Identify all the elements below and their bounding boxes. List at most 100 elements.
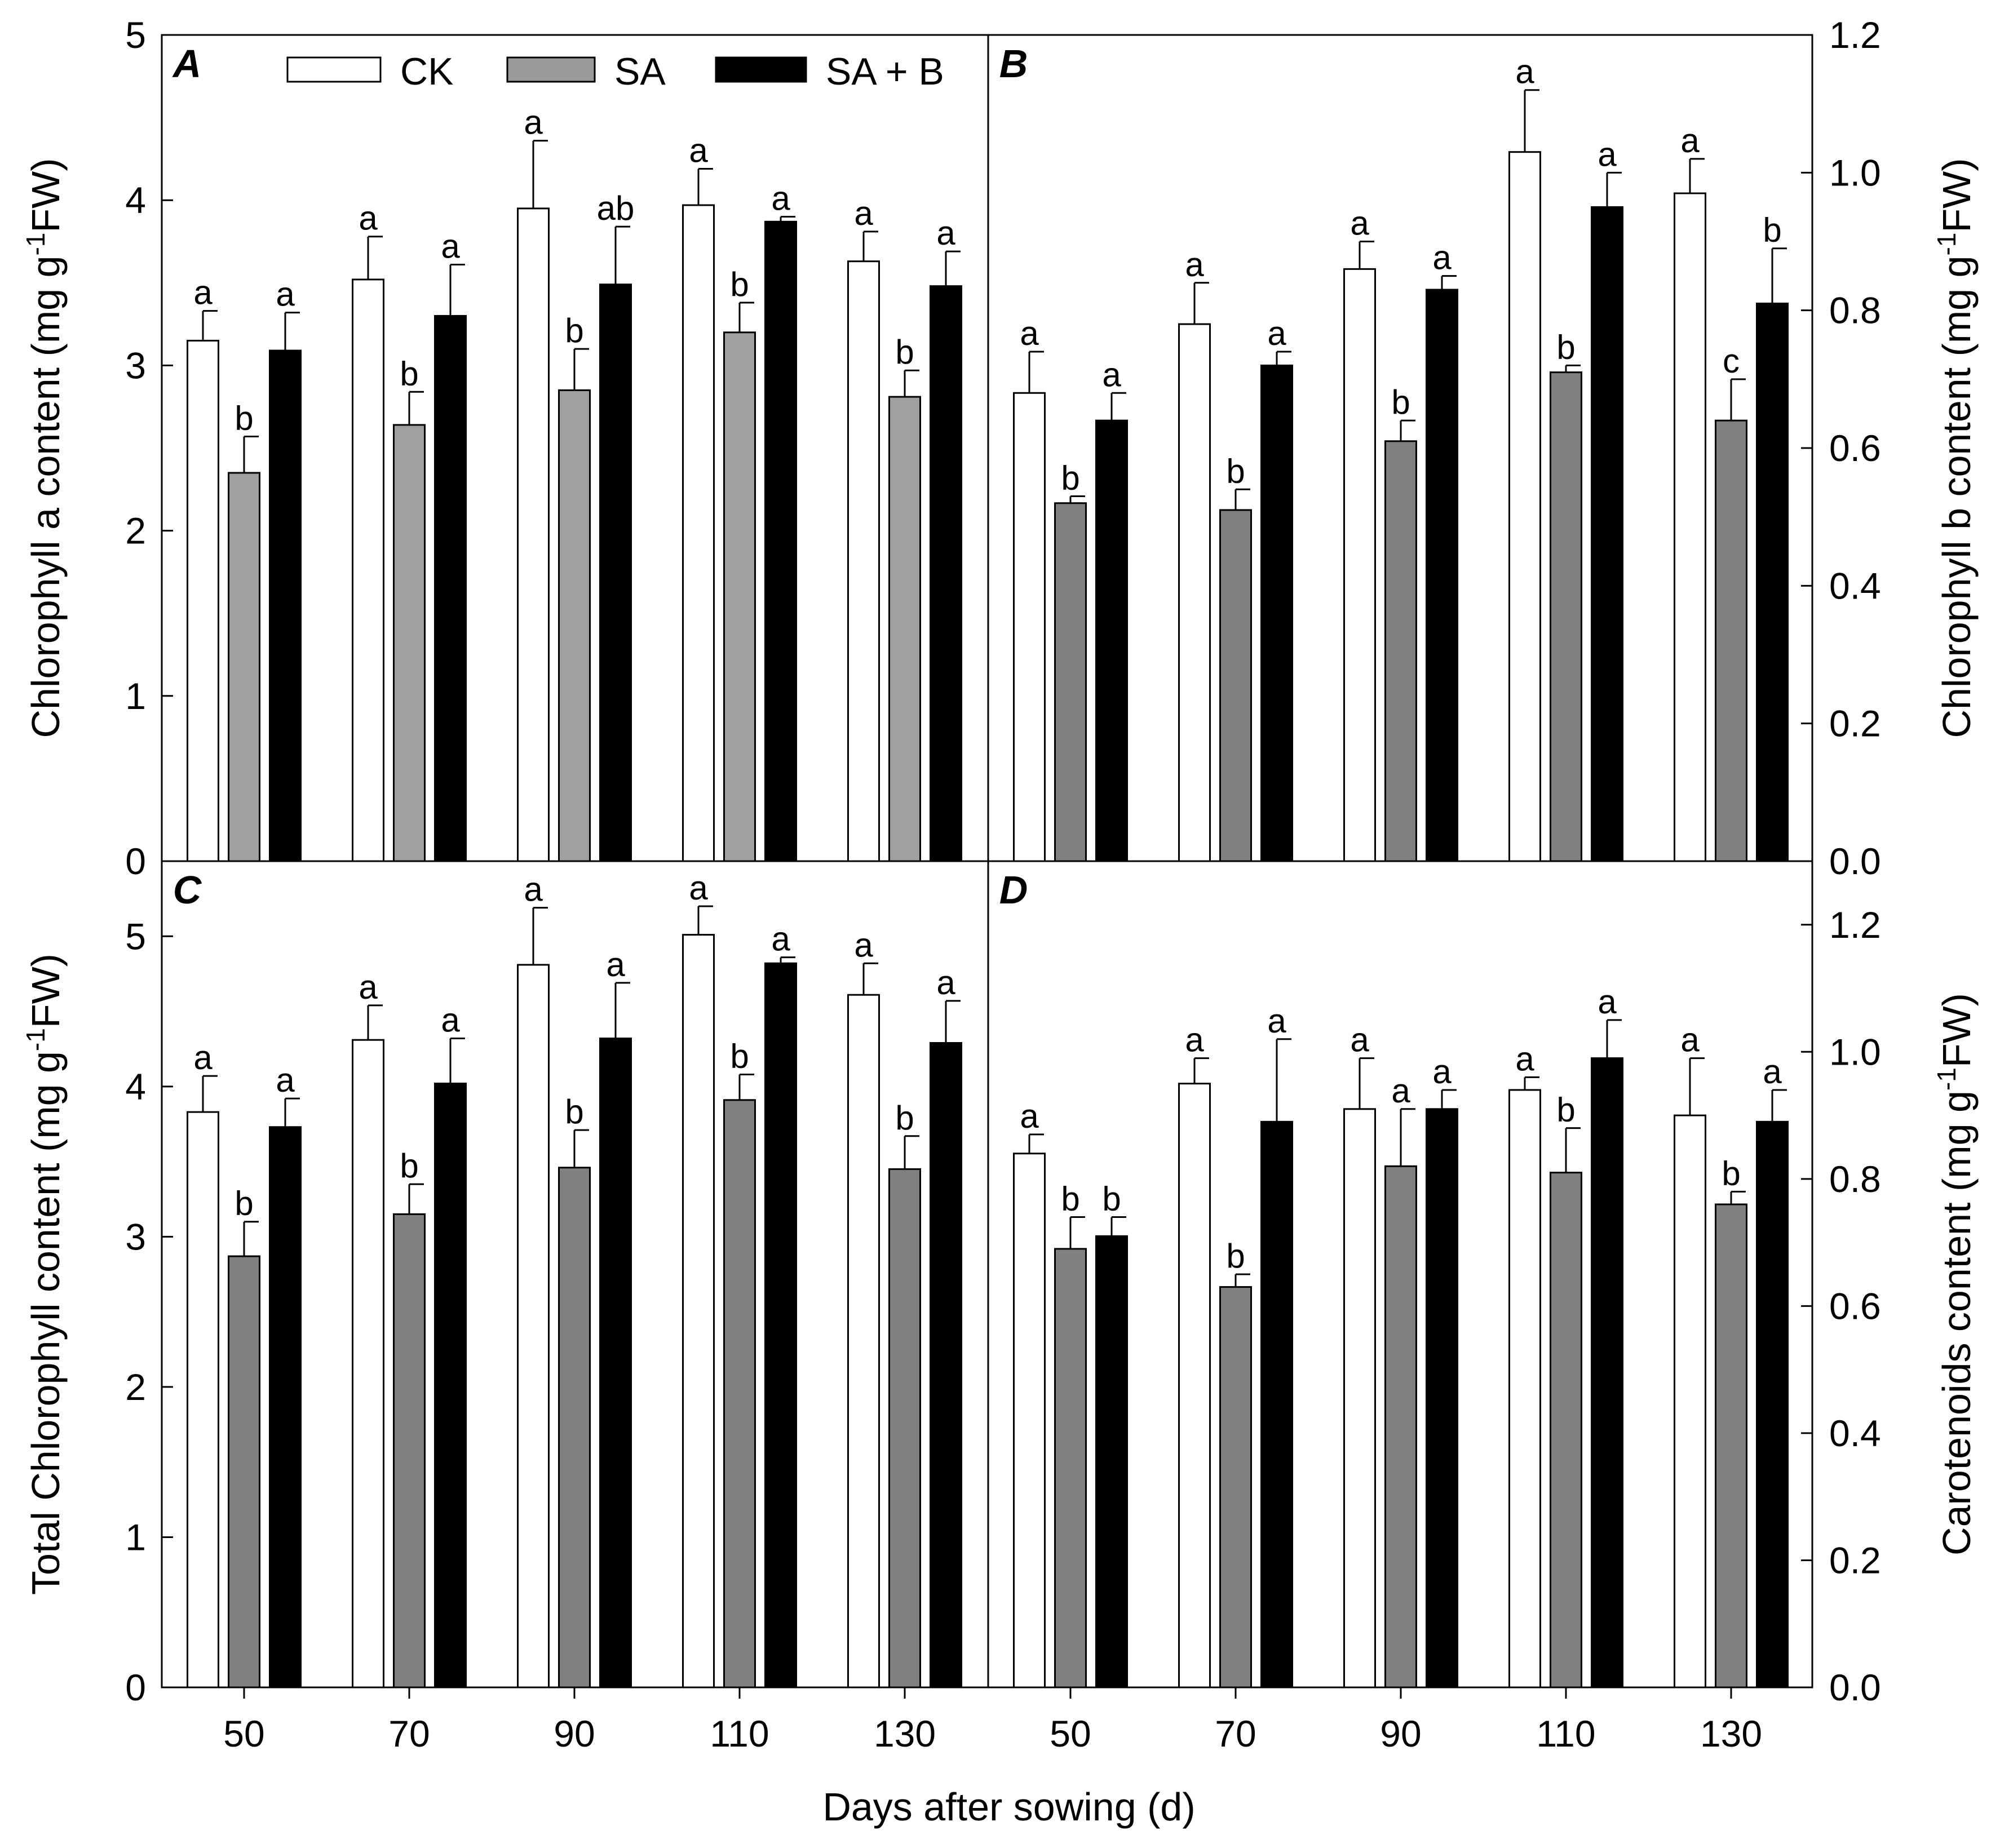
bar	[517, 964, 550, 1689]
y-tick-label: 0.4	[1829, 1412, 1881, 1454]
significance-label: ab	[597, 189, 635, 227]
bar	[1095, 1235, 1128, 1689]
x-tick-label: 50	[1050, 1713, 1091, 1754]
significance-label: b	[1556, 328, 1575, 366]
significance-label: b	[1061, 459, 1079, 497]
x-tick-label: 70	[1215, 1713, 1256, 1754]
bar	[599, 1038, 632, 1689]
significance-label: b	[400, 1147, 418, 1185]
y-tick-label: 1	[125, 675, 146, 717]
bar	[1013, 392, 1046, 862]
bar	[269, 349, 302, 862]
significance-label: a	[1350, 1021, 1369, 1059]
bar	[1674, 192, 1706, 862]
y-tick-label: 3	[125, 344, 146, 386]
y-tick-label: 1.0	[1829, 1031, 1881, 1073]
significance-label: a	[1598, 135, 1617, 173]
x-tick-label: 130	[1700, 1713, 1762, 1754]
bar	[723, 331, 756, 862]
significance-label: a	[1185, 246, 1204, 283]
significance-label: a	[854, 926, 873, 964]
y-tick-label: 0	[125, 1667, 146, 1708]
bar	[1013, 1153, 1046, 1689]
bar	[434, 314, 467, 862]
significance-label: a	[441, 228, 460, 265]
significance-label: b	[1061, 1180, 1079, 1218]
y-tick-label: 2	[125, 510, 146, 552]
panel-label: B	[999, 42, 1028, 86]
bar	[1550, 371, 1582, 862]
y-tick-label: 1	[125, 1516, 146, 1558]
x-tick-label: 90	[1380, 1713, 1421, 1754]
bar	[1178, 323, 1211, 862]
y-tick-label: 1.2	[1829, 904, 1881, 946]
panel-c: C 0 1 2 3 4 5 Total Chlorophyll content (mg g-1…	[21, 860, 989, 1754]
significance-label: a	[936, 214, 955, 252]
significance-label: b	[1102, 1180, 1121, 1218]
bar	[1591, 206, 1623, 862]
bar	[888, 1168, 921, 1689]
bar	[682, 934, 715, 1689]
significance-label: a	[854, 194, 873, 232]
significance-label: c	[1723, 342, 1740, 380]
significance-label: a	[1515, 1040, 1534, 1078]
significance-label: b	[730, 265, 749, 303]
bar	[1384, 440, 1417, 862]
significance-label: a	[1432, 1053, 1452, 1091]
significance-label: a	[1267, 314, 1286, 352]
panel-b: B 0.0 0.2 0.4 0.6 0.8 1.0 1.2 Chlorophyll b cont…	[987, 14, 1979, 882]
bar	[187, 339, 219, 862]
y-tick-label: 0.6	[1829, 427, 1881, 469]
significance-label: a	[936, 964, 955, 1001]
panel-label: C	[173, 868, 202, 912]
significance-label: a	[1020, 314, 1039, 352]
significance-label: a	[1515, 53, 1534, 91]
bar	[1715, 419, 1747, 862]
x-axis-title: Days after sowing (d)	[822, 1785, 1195, 1829]
x-tick-label: 70	[388, 1713, 430, 1754]
panel-label: D	[999, 868, 1028, 912]
bar	[1591, 1057, 1623, 1689]
significance-label: a	[1020, 1097, 1039, 1135]
y-tick-label: 4	[125, 1066, 146, 1107]
legend-label: CK	[400, 50, 453, 93]
legend-label: SA + B	[826, 50, 944, 93]
significance-label: a	[276, 276, 295, 313]
y-axis-title: Chlorophyll a content (mg g-1FW)	[21, 158, 68, 738]
bar	[393, 1213, 426, 1689]
significance-label: a	[1598, 983, 1617, 1021]
panel-a: A 0 1 2 3 4 5 Chlorophyll a content (mg g-1FW) a…	[21, 14, 989, 882]
significance-label: b	[1763, 211, 1781, 249]
y-tick-label: 0.8	[1829, 290, 1881, 331]
significance-label: a	[1680, 1021, 1700, 1059]
y-axis-title: Total Chlorophyll content (mg g-1FW)	[21, 954, 68, 1595]
y-tick-label: 5	[125, 14, 146, 56]
significance-label: a	[1185, 1021, 1204, 1059]
bar	[1426, 289, 1458, 862]
legend-swatch	[715, 56, 807, 83]
panel-d: D 0.0 0.2 0.4 0.6 0.8 1.0 1.2 Carotenoids conten…	[987, 860, 1979, 1754]
bar	[1756, 302, 1789, 862]
bar	[847, 994, 880, 1689]
bar	[682, 204, 715, 862]
bar	[1095, 419, 1128, 862]
legend-label: SA	[614, 50, 666, 93]
significance-label: b	[1391, 383, 1410, 421]
y-tick-label: 1.2	[1829, 14, 1881, 56]
bar	[1508, 1089, 1541, 1689]
bar	[352, 1039, 384, 1689]
significance-label: a	[771, 920, 790, 958]
significance-label: a	[524, 871, 543, 909]
significance-label: a	[1391, 1072, 1410, 1110]
significance-label: b	[895, 333, 914, 371]
significance-label: a	[441, 1001, 460, 1039]
bar	[1219, 509, 1252, 862]
bar	[228, 1255, 260, 1689]
bar	[1054, 502, 1087, 862]
y-axis-title: Chlorophyll b content (mg g-1FW)	[1932, 158, 1979, 738]
bar	[1550, 1172, 1582, 1689]
bar	[764, 220, 797, 862]
significance-label: a	[689, 869, 708, 907]
bar	[1219, 1286, 1252, 1689]
bar	[847, 260, 880, 862]
